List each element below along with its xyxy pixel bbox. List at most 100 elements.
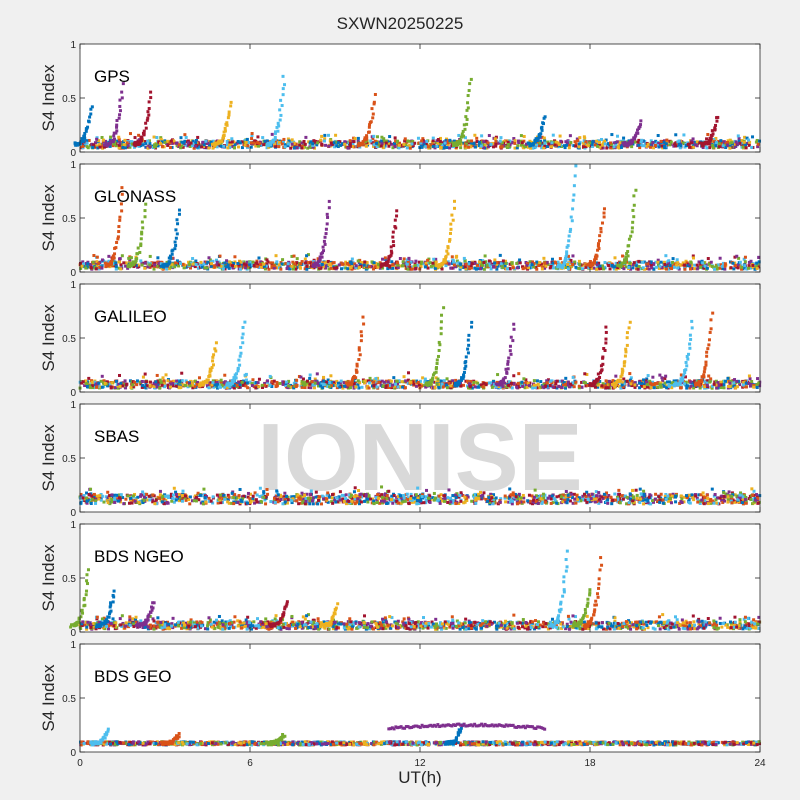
data-point (170, 145, 174, 149)
data-point (489, 142, 493, 146)
data-point (117, 230, 121, 234)
data-point (421, 137, 425, 141)
data-point (732, 384, 736, 388)
data-point (357, 358, 361, 362)
data-point (143, 372, 147, 376)
data-point (744, 385, 748, 389)
data-point (131, 385, 135, 389)
data-point (85, 385, 89, 389)
data-point (656, 264, 660, 268)
data-point (419, 382, 423, 386)
data-point (139, 244, 143, 248)
data-point (505, 146, 509, 150)
data-point (348, 139, 352, 143)
data-point (395, 261, 399, 265)
data-point (357, 348, 361, 352)
data-point (652, 262, 656, 266)
data-point (627, 382, 631, 386)
data-point (285, 267, 289, 271)
data-point (201, 140, 205, 144)
data-point (754, 140, 758, 144)
data-point (120, 186, 124, 190)
data-point (159, 381, 163, 385)
data-point (743, 260, 747, 264)
data-point (257, 256, 261, 260)
data-point (155, 135, 159, 139)
data-point (182, 141, 186, 145)
data-point (90, 105, 94, 109)
data-point (593, 258, 597, 262)
data-point (531, 386, 535, 390)
data-point (278, 118, 282, 122)
data-point (653, 382, 657, 386)
data-points (78, 306, 762, 390)
data-point (238, 354, 242, 358)
data-point (558, 257, 562, 261)
data-point (458, 139, 462, 143)
data-point (246, 266, 250, 270)
data-point (132, 145, 136, 149)
data-point (180, 379, 184, 383)
data-point (95, 144, 99, 148)
data-point (386, 380, 390, 384)
data-point (143, 140, 147, 144)
data-point (381, 384, 385, 388)
data-point (725, 143, 729, 147)
data-point (418, 379, 422, 383)
data-point (254, 386, 258, 390)
data-point (515, 266, 519, 270)
data-point (433, 146, 437, 150)
data-point (669, 381, 673, 385)
data-point (136, 252, 140, 256)
data-point (532, 379, 536, 383)
data-point (709, 138, 713, 142)
data-point (660, 144, 664, 148)
data-point (236, 145, 240, 149)
data-point (349, 265, 353, 269)
data-point (403, 386, 407, 390)
data-point (245, 381, 249, 385)
data-point (703, 264, 707, 268)
data-point (175, 232, 179, 236)
data-point (85, 141, 89, 145)
data-point (350, 262, 354, 266)
data-point (155, 385, 159, 389)
data-point (422, 141, 426, 145)
data-point (721, 267, 725, 271)
data-point (308, 382, 312, 386)
data-point (283, 143, 287, 147)
data-point (118, 257, 122, 261)
data-point (578, 262, 582, 266)
data-point (226, 116, 230, 120)
data-point (510, 141, 514, 145)
data-point (706, 379, 710, 383)
data-point (137, 265, 141, 269)
data-point (577, 142, 581, 146)
data-point (648, 379, 652, 383)
data-point (577, 386, 581, 390)
data-point (424, 142, 428, 146)
data-point (502, 144, 506, 148)
data-point (698, 264, 702, 268)
data-point (289, 383, 293, 387)
data-point (509, 352, 513, 356)
data-point (318, 382, 322, 386)
data-point (211, 363, 215, 367)
data-point (344, 381, 348, 385)
data-point (492, 145, 496, 149)
data-point (731, 261, 735, 265)
data-point (265, 139, 269, 143)
data-point (532, 265, 536, 269)
data-point (321, 245, 325, 249)
data-point (342, 384, 346, 388)
data-point (640, 144, 644, 148)
data-point (732, 381, 736, 385)
data-point (437, 382, 441, 386)
data-point (194, 259, 198, 263)
data-point (431, 373, 435, 377)
data-point (216, 384, 220, 388)
data-point (169, 139, 173, 143)
data-point (174, 384, 178, 388)
data-point (261, 136, 265, 140)
data-point (597, 261, 601, 265)
